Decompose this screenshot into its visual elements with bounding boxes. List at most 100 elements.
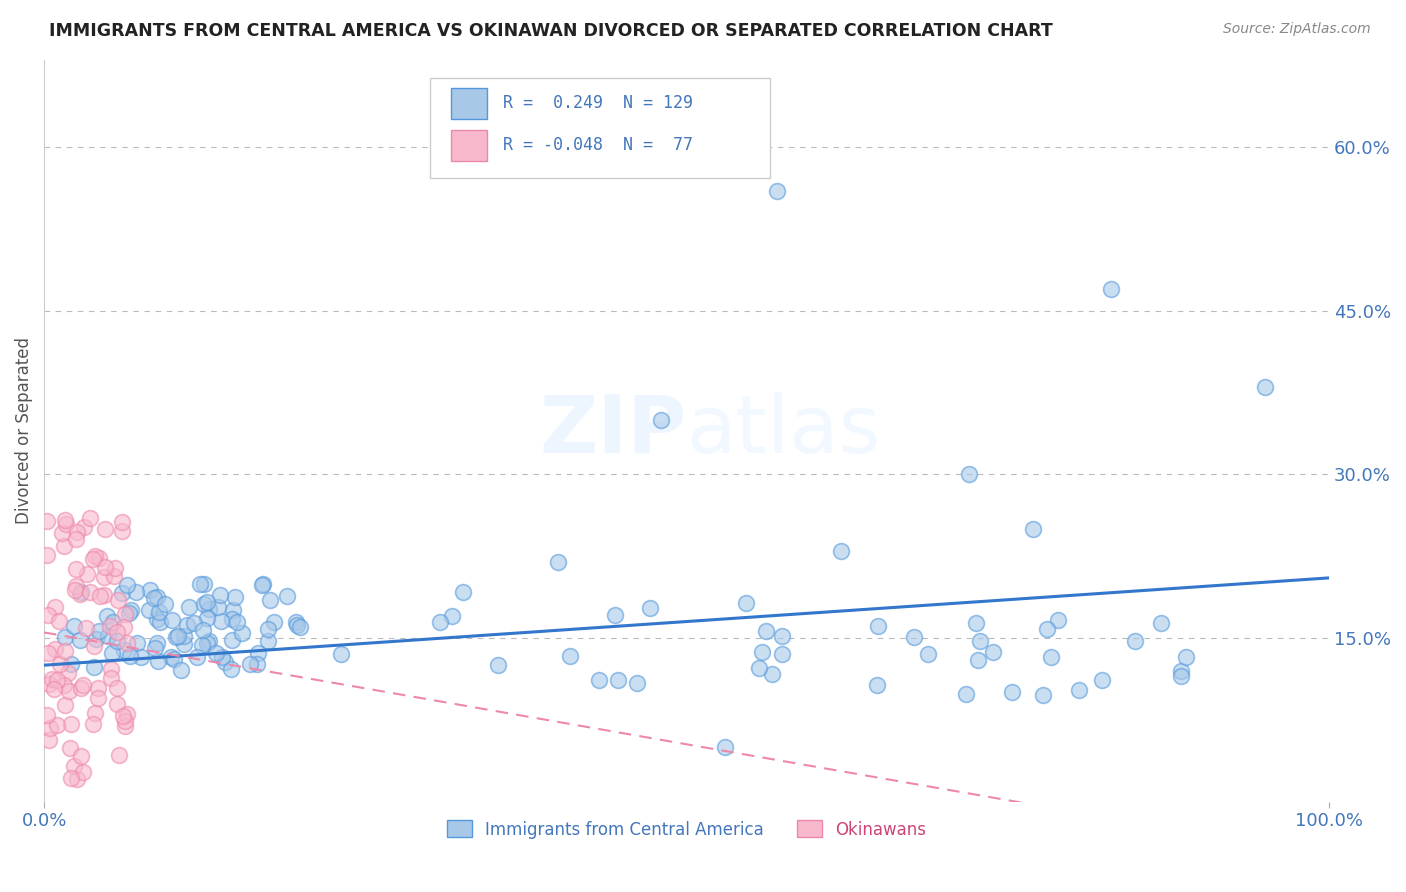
Point xyxy=(451,585,474,599)
Point xyxy=(188,577,211,591)
Point xyxy=(103,569,125,583)
Point xyxy=(97,629,120,643)
Point xyxy=(250,578,273,592)
Point xyxy=(1022,522,1045,536)
Point xyxy=(1123,634,1146,648)
Point xyxy=(53,513,76,527)
Point xyxy=(747,661,769,675)
Point xyxy=(69,748,91,763)
Text: R =  0.249  N = 129: R = 0.249 N = 129 xyxy=(503,95,693,112)
Text: Source: ZipAtlas.com: Source: ZipAtlas.com xyxy=(1223,22,1371,37)
Point xyxy=(37,708,59,723)
Point xyxy=(84,549,107,563)
Point xyxy=(65,532,87,546)
Point xyxy=(104,560,127,574)
Point xyxy=(79,585,101,599)
Point xyxy=(770,629,793,643)
Point xyxy=(263,615,285,630)
FancyBboxPatch shape xyxy=(451,87,488,119)
Point xyxy=(190,638,212,652)
Text: ZIP: ZIP xyxy=(540,392,686,469)
Point xyxy=(603,608,626,623)
Point xyxy=(429,615,451,629)
Point xyxy=(160,650,183,665)
Point xyxy=(100,671,122,685)
Point xyxy=(588,673,610,687)
Point xyxy=(89,551,111,566)
Point xyxy=(1149,615,1171,630)
Point xyxy=(193,597,215,611)
Point xyxy=(115,578,138,592)
FancyBboxPatch shape xyxy=(451,129,488,161)
Point xyxy=(1039,650,1062,665)
Point xyxy=(969,634,991,648)
Point xyxy=(205,646,228,660)
Point xyxy=(125,585,148,599)
Point xyxy=(440,609,463,624)
Point xyxy=(83,639,105,653)
Point xyxy=(103,615,125,630)
Point xyxy=(246,657,269,672)
Point xyxy=(94,560,117,574)
Point xyxy=(82,717,104,731)
Point xyxy=(111,515,134,529)
Point xyxy=(981,645,1004,659)
Point xyxy=(79,511,101,525)
Point xyxy=(37,608,59,623)
Point xyxy=(72,765,94,780)
Point xyxy=(148,654,170,668)
Point xyxy=(38,733,60,747)
Point xyxy=(770,648,793,662)
Text: atlas: atlas xyxy=(686,392,882,469)
Point xyxy=(765,184,787,198)
Point xyxy=(69,584,91,599)
Point xyxy=(145,612,167,626)
Point xyxy=(111,709,134,723)
Point xyxy=(45,718,67,732)
Text: IMMIGRANTS FROM CENTRAL AMERICA VS OKINAWAN DIVORCED OR SEPARATED CORRELATION CH: IMMIGRANTS FROM CENTRAL AMERICA VS OKINA… xyxy=(49,22,1053,40)
Point xyxy=(1036,622,1059,636)
Point xyxy=(41,672,63,686)
Point xyxy=(143,641,166,656)
Point xyxy=(139,582,162,597)
Point xyxy=(650,412,672,426)
Point xyxy=(966,653,988,667)
Point xyxy=(114,718,136,732)
Point xyxy=(195,595,218,609)
Point xyxy=(226,615,249,629)
Point xyxy=(118,606,141,620)
Point xyxy=(146,635,169,649)
Point xyxy=(209,615,232,629)
Point xyxy=(37,646,59,660)
Point xyxy=(82,552,104,566)
Point xyxy=(195,611,218,625)
Point xyxy=(66,772,89,786)
Point xyxy=(1170,664,1192,678)
Point xyxy=(69,632,91,647)
Point xyxy=(112,642,135,657)
Point xyxy=(866,619,889,633)
Point xyxy=(186,649,208,664)
Point xyxy=(55,630,77,644)
Point xyxy=(143,591,166,606)
Point xyxy=(107,747,129,762)
Point xyxy=(1067,682,1090,697)
Point xyxy=(125,636,148,650)
Point xyxy=(115,636,138,650)
Point xyxy=(105,634,128,648)
Point xyxy=(330,648,353,662)
Point xyxy=(42,681,65,696)
Point xyxy=(224,590,246,604)
Point xyxy=(486,657,509,672)
Point xyxy=(1254,380,1277,394)
Point xyxy=(1091,673,1114,688)
Point xyxy=(259,593,281,607)
Point xyxy=(222,603,245,617)
Point xyxy=(560,648,582,663)
Point xyxy=(62,619,84,633)
Point xyxy=(105,624,128,639)
Point xyxy=(44,641,66,656)
Point xyxy=(44,599,66,614)
Point xyxy=(39,721,62,735)
Point xyxy=(55,698,77,712)
